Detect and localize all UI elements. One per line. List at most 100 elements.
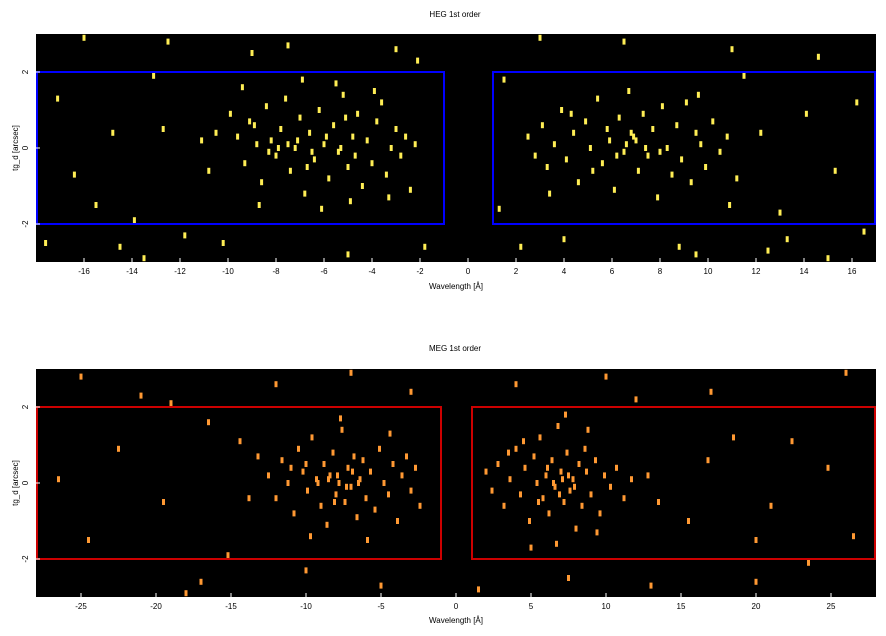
data-point: [280, 457, 284, 464]
data-point: [646, 152, 650, 159]
data-point: [297, 445, 300, 452]
x-tick-label: 12: [752, 267, 761, 276]
data-point: [778, 209, 782, 216]
data-point: [644, 145, 648, 151]
x-tick-label: 14: [800, 267, 809, 276]
data-point: [627, 88, 631, 94]
data-point: [243, 160, 247, 167]
data-point: [304, 567, 308, 574]
data-point: [759, 129, 763, 136]
data-point: [345, 483, 348, 490]
data-point: [519, 243, 523, 250]
data-point: [409, 487, 413, 494]
x-tick-label: 5: [529, 602, 534, 611]
heg-chart: HEG 1st order -16 -14 -12 -10 -8 -6 -4 -2 0 2 4 6 8 1…: [11, 10, 876, 291]
data-point: [556, 423, 560, 429]
data-point: [166, 38, 170, 45]
data-point: [301, 468, 305, 475]
data-point: [502, 502, 506, 509]
data-point: [572, 129, 576, 136]
data-point: [348, 198, 352, 205]
x-tick-label: -2: [416, 267, 424, 276]
data-point: [357, 480, 360, 486]
data-point: [336, 472, 339, 479]
x-tick-label: -25: [75, 602, 87, 611]
data-point: [331, 449, 335, 456]
data-point: [589, 491, 593, 498]
data-point: [333, 499, 336, 505]
data-point: [585, 468, 588, 475]
data-point: [322, 461, 326, 467]
data-point: [117, 445, 120, 452]
data-point: [267, 472, 270, 479]
data-point: [564, 411, 567, 418]
y-tick-label: 0: [21, 145, 30, 150]
x-axis-ticks: -25 -20 -15 -10 -5 0 5 10 15 20 25: [75, 593, 836, 611]
data-point: [260, 179, 264, 186]
data-point: [339, 145, 343, 151]
data-point: [725, 133, 729, 140]
data-point: [152, 72, 156, 79]
data-point: [604, 373, 608, 380]
data-point: [649, 582, 653, 589]
data-point: [286, 42, 290, 49]
data-point: [523, 464, 527, 471]
data-point: [286, 480, 290, 486]
data-point: [269, 137, 273, 144]
data-point: [305, 164, 309, 170]
data-point: [538, 34, 542, 41]
x-tick-label: -15: [225, 602, 237, 611]
data-point: [548, 190, 552, 197]
data-point: [409, 388, 413, 395]
data-point: [790, 438, 794, 445]
data-point: [588, 145, 592, 151]
data-point: [413, 141, 417, 148]
data-point: [252, 122, 256, 129]
data-point: [416, 57, 420, 64]
x-tick-label: 20: [752, 602, 761, 611]
data-point: [844, 369, 848, 376]
data-point: [352, 453, 356, 460]
y-tick-label: -2: [21, 555, 30, 563]
data-point: [364, 495, 368, 502]
data-point: [387, 491, 390, 498]
data-point: [564, 156, 568, 163]
x-axis-ticks: -16 -14 -12 -10 -8 -6 -4 -2 0 2 4 6 8 10 12 14 16: [78, 258, 857, 276]
data-point: [680, 156, 684, 163]
data-point: [264, 103, 268, 110]
data-point: [57, 476, 60, 483]
data-point: [250, 50, 254, 56]
data-point: [622, 495, 626, 502]
data-point: [694, 129, 698, 136]
data-point: [341, 91, 345, 98]
data-point: [567, 575, 570, 581]
data-point: [577, 461, 581, 467]
data-point: [540, 122, 544, 129]
data-point: [337, 480, 341, 486]
y-axis-ticks: -2 0 2: [21, 69, 40, 228]
data-point: [699, 141, 703, 148]
data-point: [742, 72, 746, 79]
data-point: [555, 540, 558, 547]
plot-area: [36, 34, 876, 262]
data-point: [704, 164, 708, 170]
data-point: [380, 99, 384, 106]
data-point: [132, 217, 136, 224]
data-point: [312, 156, 316, 163]
x-tick-label: 0: [466, 267, 471, 276]
data-point: [346, 464, 350, 471]
data-point: [56, 95, 60, 102]
y-axis-label: tg_d [arcsec]: [11, 460, 20, 506]
y-tick-label: -2: [21, 220, 30, 228]
data-point: [769, 502, 773, 509]
x-tick-label: 0: [454, 602, 459, 611]
data-point: [274, 152, 278, 159]
data-point: [576, 179, 580, 186]
data-point: [346, 164, 350, 170]
data-point: [675, 122, 679, 129]
data-point: [490, 487, 494, 494]
data-point: [418, 502, 422, 509]
data-point: [308, 129, 312, 136]
data-point: [550, 457, 554, 464]
x-tick-label: -8: [272, 267, 280, 276]
